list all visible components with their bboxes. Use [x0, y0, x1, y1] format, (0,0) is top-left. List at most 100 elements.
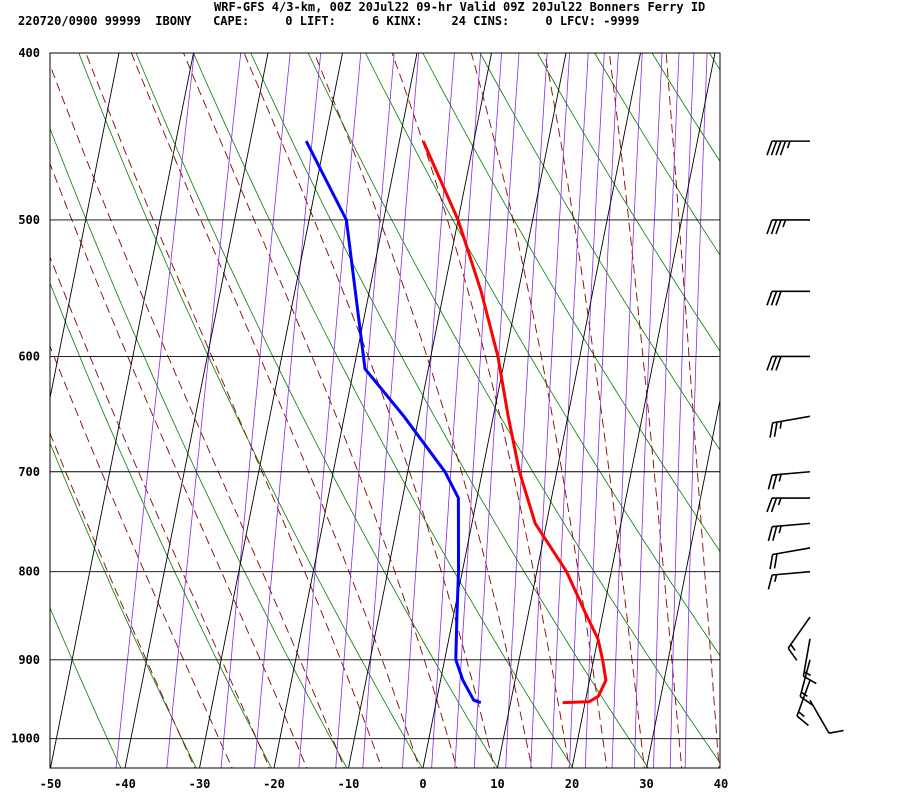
moist-adiabat	[243, 53, 495, 768]
dry-adiabat	[422, 53, 720, 553]
mixing-ratio-line	[473, 53, 520, 768]
moist-adiabat	[50, 63, 345, 768]
mixing-ratio-line	[335, 53, 395, 768]
background-lines	[50, 53, 900, 768]
x-tick-label: -50	[40, 777, 62, 791]
mixing-ratio-line	[505, 53, 548, 768]
dry-adiabat	[824, 53, 900, 768]
isotherm-line	[646, 398, 720, 768]
x-tick-label: -30	[189, 777, 211, 791]
isotherm-line	[497, 53, 641, 768]
dry-adiabat	[78, 53, 423, 768]
y-tick-label: 1000	[11, 732, 40, 746]
moist-adiabat	[183, 53, 458, 768]
dry-adiabat	[709, 53, 720, 71]
mixing-ratio-line	[634, 53, 663, 768]
isotherm-line	[273, 53, 418, 768]
isotherm-line	[199, 53, 343, 768]
isotherm-line	[348, 53, 492, 768]
dry-adiabat	[50, 606, 122, 768]
wind-barb	[766, 140, 810, 156]
mixing-ratio-line	[166, 53, 242, 768]
x-tick-label: 20	[565, 777, 579, 791]
mixing-ratio-line	[669, 53, 695, 768]
wind-barb	[799, 659, 813, 706]
dry-adiabat	[135, 53, 498, 768]
wind-barb	[796, 680, 811, 727]
grid-lines	[50, 52, 864, 768]
wind-barb	[769, 415, 811, 438]
y-tick-label: 700	[18, 465, 40, 479]
wind-barb	[767, 570, 811, 590]
isotherm-line	[721, 53, 864, 768]
mixing-ratio-line	[551, 53, 589, 768]
x-tick-label: -10	[338, 777, 360, 791]
mixing-ratio-line	[362, 53, 420, 768]
x-tick-label: 10	[490, 777, 504, 791]
x-tick-label: 0	[419, 777, 426, 791]
wind-barb	[766, 290, 810, 306]
sounding-profiles	[304, 140, 608, 705]
mixing-ratio-line	[454, 53, 502, 768]
mixing-ratio-line	[611, 53, 643, 768]
wind-barb	[766, 219, 810, 235]
moist-adiabat	[544, 53, 645, 768]
moist-adiabat	[50, 432, 196, 768]
isotherm-line	[50, 53, 194, 768]
wind-barb	[769, 547, 811, 570]
wind-barb	[809, 699, 844, 734]
dry-adiabat	[193, 53, 574, 768]
dry-adiabat	[307, 53, 720, 764]
sounding-indices: 220720/0900 99999 IBONY CAPE: 0 LIFT: 6 …	[18, 14, 640, 28]
isotherm-line	[50, 53, 120, 401]
wind-barb	[766, 355, 810, 371]
dewpoint-profile	[304, 140, 482, 705]
mixing-ratio-line	[530, 53, 570, 768]
x-tick-labels: -50 -40 -30 -20 -10 0 10 20 30 40	[40, 777, 729, 791]
y-tick-label: 600	[18, 349, 40, 363]
plot-frame	[49, 52, 721, 769]
isotherm-line	[124, 53, 269, 768]
x-tick-label: 40	[714, 777, 728, 791]
wind-barb	[787, 616, 811, 661]
moist-adiabat	[470, 53, 608, 768]
y-tick-label: 900	[18, 653, 40, 667]
moist-adiabat	[50, 345, 233, 768]
mixing-ratio-line	[431, 53, 482, 768]
moist-adiabat	[608, 53, 683, 768]
wind-barbs	[766, 140, 844, 734]
dry-adiabat	[479, 53, 720, 451]
mixing-ratio-line	[569, 53, 605, 768]
isotherm-line	[422, 53, 567, 768]
x-tick-label: -40	[114, 777, 136, 791]
isotherm-line	[571, 53, 716, 768]
y-tick-label: 400	[18, 46, 40, 60]
moist-adiabat	[50, 162, 308, 768]
dry-adiabat	[537, 53, 720, 352]
dry-adiabat	[594, 53, 720, 256]
temperature-profile	[421, 140, 608, 705]
dry-adiabat	[50, 282, 272, 768]
mixing-ratio-line	[653, 53, 680, 768]
moist-adiabat	[391, 53, 570, 768]
mixing-ratio-line	[115, 53, 195, 768]
y-tick-label: 800	[18, 565, 40, 579]
moist-adiabat	[50, 255, 270, 768]
dry-adiabat	[881, 53, 900, 768]
y-tick-label: 500	[18, 213, 40, 227]
moist-adiabat	[313, 53, 533, 768]
wind-barb	[767, 470, 811, 490]
mixing-ratio-line	[298, 53, 362, 768]
wind-barb	[766, 497, 810, 513]
mixing-ratio-line	[684, 53, 708, 768]
x-tick-label: -20	[263, 777, 285, 791]
mixing-ratio-line	[220, 53, 291, 768]
dry-adiabat	[50, 442, 197, 768]
dry-adiabat	[767, 53, 900, 768]
moist-adiabat	[130, 53, 420, 768]
dry-adiabat	[50, 127, 348, 768]
moist-adiabat	[85, 53, 383, 768]
dry-adiabat	[365, 53, 720, 657]
chart-title: WRF-GFS 4/3-km, 00Z 20Jul22 09-hr Valid …	[214, 0, 706, 14]
